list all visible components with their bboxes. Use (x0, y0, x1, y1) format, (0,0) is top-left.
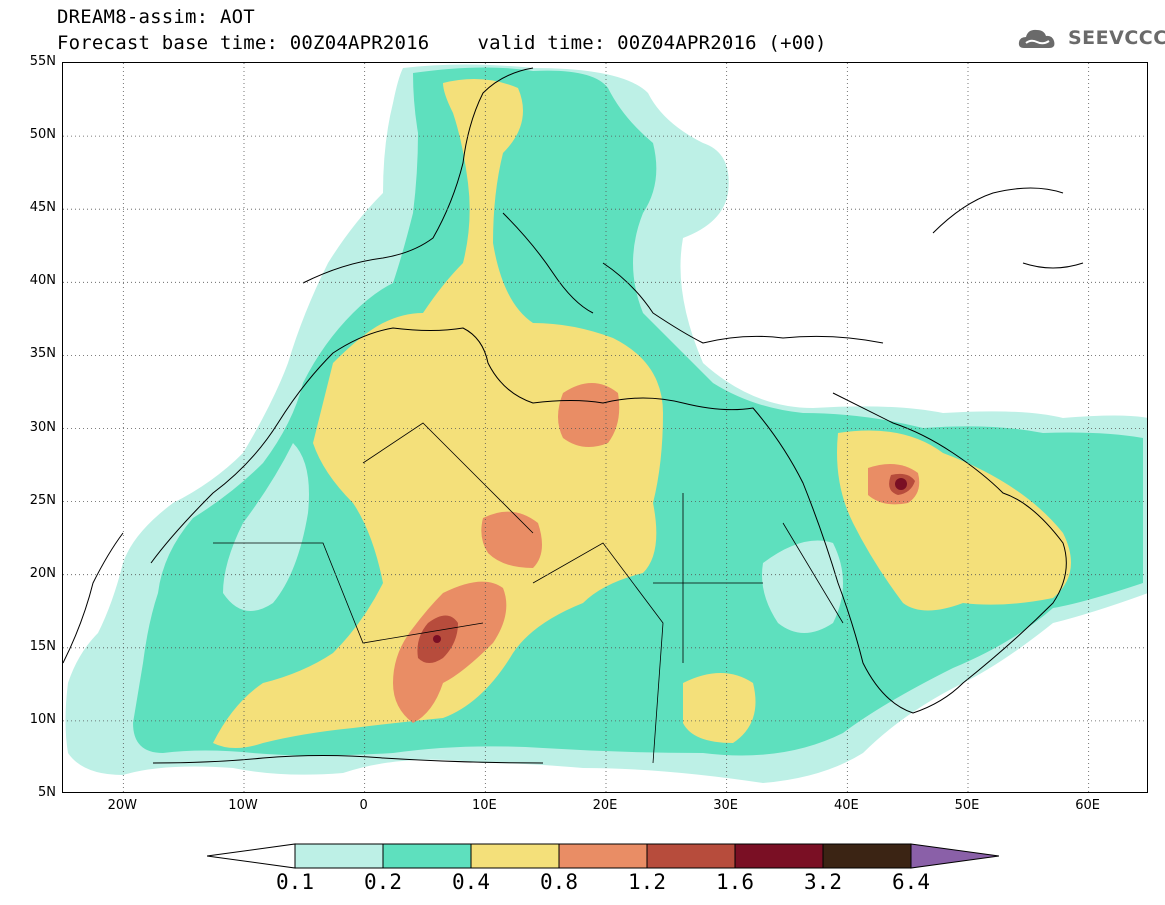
lon-label: 60E (1075, 798, 1101, 813)
lat-label: 40N (29, 273, 56, 289)
colorbar-box (470, 843, 560, 869)
valid-time: valid time: 00Z04APR2016 (+00) (477, 32, 827, 54)
colorbar (207, 843, 999, 869)
colorbar-level-label: 0.8 (540, 870, 578, 894)
aot-level-0.8 (481, 511, 542, 568)
lat-label: 45N (29, 200, 56, 216)
colorbar-level-label: 0.4 (452, 870, 490, 894)
base-time: Forecast base time: 00Z04APR2016 (57, 32, 430, 54)
lat-label: 20N (29, 565, 56, 581)
lat-label: 35N (29, 346, 56, 362)
cloud-logo-icon (1018, 29, 1055, 48)
lon-label: 30E (713, 798, 739, 813)
colorbar-level-label: 3.2 (804, 870, 842, 894)
lat-label: 10N (29, 711, 56, 727)
lat-label: 15N (29, 638, 56, 654)
lon-label: 20W (107, 798, 138, 813)
aot-map (62, 62, 1148, 793)
lat-label: 25N (29, 492, 56, 508)
aot-level-0.4 (213, 79, 663, 748)
colorbar-level-label: 1.6 (716, 870, 754, 894)
colorbar-box (646, 843, 736, 869)
lat-label: 55N (29, 54, 56, 69)
chart-title: DREAM8-assim: AOT (57, 6, 255, 28)
colorbar-level-label: 0.1 (276, 870, 314, 894)
lon-label: 20E (592, 798, 618, 813)
lat-label: 30N (29, 419, 56, 435)
lat-label: 5N (38, 785, 56, 800)
colorbar-box (734, 843, 824, 869)
lon-label: 0 (359, 798, 368, 813)
logo-text: SEEVCCC (1068, 27, 1165, 49)
lon-label: 40E (833, 798, 859, 813)
forecast-times: Forecast base time: 00Z04APR2016 valid ti… (57, 32, 827, 54)
colorbar-level-label: 6.4 (892, 870, 930, 894)
lon-label: 10E (471, 798, 497, 813)
colorbar-box (822, 843, 912, 869)
colorbar-level-label: 1.2 (628, 870, 666, 894)
colorbar-overflow-arrow (910, 843, 999, 869)
colorbar-box (558, 843, 648, 869)
colorbar-level-label: 0.2 (364, 870, 402, 894)
colorbar-box (294, 843, 384, 869)
aot-level-0.8 (558, 383, 620, 447)
aot-level-0.8 (393, 581, 507, 723)
map-canvas (63, 63, 1147, 792)
colorbar-underflow-arrow (207, 843, 296, 869)
lon-label: 50E (954, 798, 980, 813)
gridlines (63, 63, 1147, 792)
colorbar-box (382, 843, 472, 869)
lat-label: 50N (29, 127, 56, 143)
lon-label: 10W (228, 798, 258, 813)
